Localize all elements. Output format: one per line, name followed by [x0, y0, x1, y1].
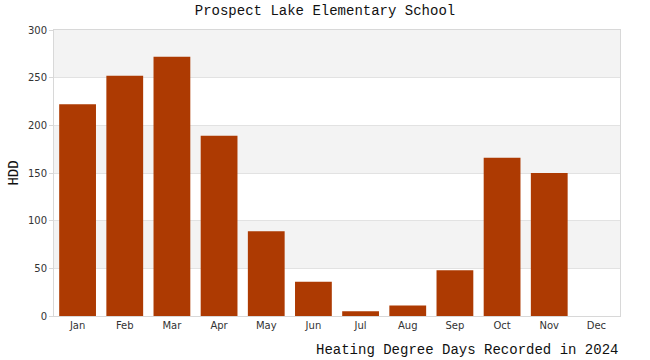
svg-text:Nov: Nov	[539, 320, 559, 331]
svg-text:0: 0	[41, 311, 47, 322]
svg-text:150: 150	[28, 168, 47, 179]
svg-text:Jul: Jul	[354, 320, 367, 331]
svg-text:50: 50	[34, 263, 47, 274]
svg-text:300: 300	[28, 25, 47, 36]
svg-text:Feb: Feb	[116, 320, 134, 331]
svg-text:May: May	[256, 320, 277, 331]
svg-text:HDD: HDD	[6, 160, 22, 185]
svg-text:Jun: Jun	[305, 320, 322, 331]
svg-text:250: 250	[28, 72, 47, 83]
svg-text:Dec: Dec	[587, 320, 606, 331]
svg-text:200: 200	[28, 120, 47, 131]
svg-text:Oct: Oct	[493, 320, 510, 331]
svg-text:100: 100	[28, 215, 47, 226]
svg-text:Apr: Apr	[210, 320, 228, 331]
svg-text:Heating Degree Days Recorded i: Heating Degree Days Recorded in 2024	[316, 342, 618, 358]
svg-text:Prospect Lake Elementary Schoo: Prospect Lake Elementary School	[195, 3, 455, 19]
svg-text:Aug: Aug	[398, 320, 418, 331]
svg-text:Sep: Sep	[445, 320, 464, 331]
svg-text:Jan: Jan	[69, 320, 85, 331]
svg-text:Mar: Mar	[162, 320, 182, 331]
